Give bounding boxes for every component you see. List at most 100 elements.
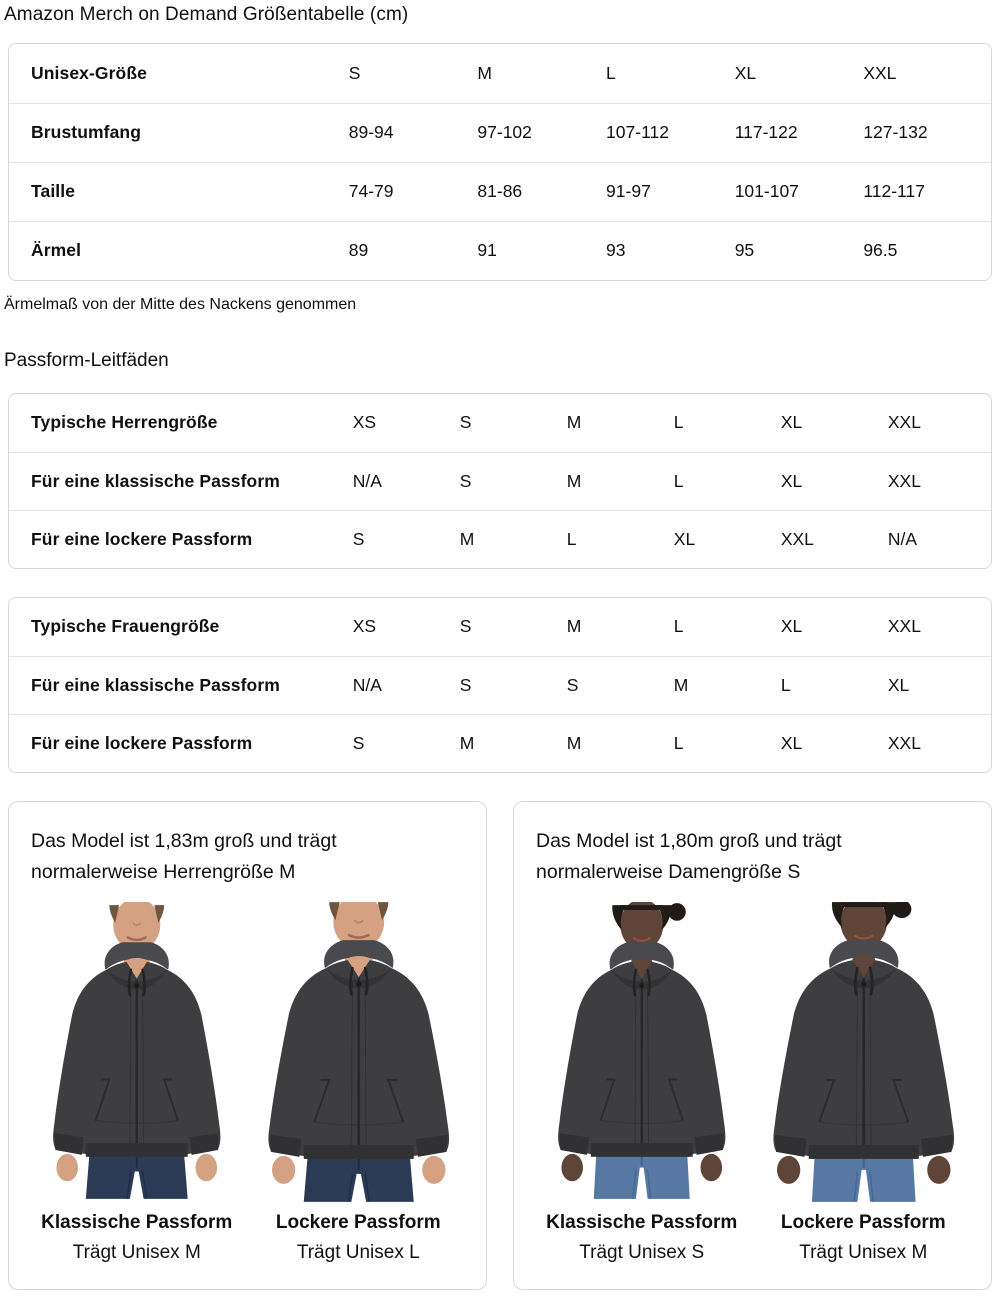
female-classic-fit-photo (534, 902, 750, 1202)
size-value: XS (352, 412, 377, 433)
size-value: M (459, 713, 567, 772)
female-loose-fit-photo (756, 902, 972, 1202)
size-value: 81-86 (477, 161, 607, 221)
size-value: S (459, 616, 472, 637)
row-label: Für eine lockere Passform (9, 713, 353, 772)
row-label: Taille (9, 161, 349, 221)
table-row: Für eine lockere Passform S M L XL XXL N… (9, 509, 991, 568)
table-row: Für eine klassische Passform N/A S S M L… (9, 655, 991, 714)
fit-guides-heading: Passform-Leitfäden (4, 350, 169, 371)
female-model-description: Das Model ist 1,80m groß und trägt norma… (536, 830, 842, 883)
size-value: XXL (863, 62, 897, 83)
table-row: Typische Frauengröße XS S M L XL XXL (9, 598, 991, 656)
size-value: XL (780, 412, 803, 433)
male-classic-figure: Klassische Passform Trägt Unisex M (29, 902, 245, 1264)
size-value: XL (673, 509, 781, 568)
row-label: Typische Herrengröße (31, 412, 218, 433)
size-worn-label: Trägt Unisex M (799, 1242, 928, 1263)
female-figures: Klassische Passform Trägt Unisex S Locke… (534, 902, 971, 1264)
unisex-size-table-card: Unisex-Größe S M L XL XXL Brustumfang 89… (8, 43, 992, 281)
size-value: M (477, 62, 492, 83)
mens-fit-table-card: Typische Herrengröße XS S M L XL XXL Für… (8, 393, 992, 569)
size-value: 96.5 (863, 220, 991, 280)
size-worn-label: Trägt Unisex M (72, 1242, 201, 1263)
female-classic-figure: Klassische Passform Trägt Unisex S (534, 902, 750, 1264)
size-value: S (352, 509, 460, 568)
size-value: 89 (348, 220, 478, 280)
womens-fit-table: Typische Frauengröße XS S M L XL XXL Für… (9, 598, 991, 772)
row-label: Typische Frauengröße (31, 616, 220, 637)
table-row: Brustumfang 89-94 97-102 107-112 117-122… (9, 102, 991, 162)
table-row: Ärmel 89 91 93 95 96.5 (9, 220, 991, 280)
size-value: L (566, 509, 674, 568)
unisex-size-table: Unisex-Größe S M L XL XXL Brustumfang 89… (9, 44, 991, 280)
size-value: 95 (734, 220, 864, 280)
size-value: XXL (887, 412, 921, 433)
sleeve-measure-note: Ärmelmaß von der Mitte des Nackens genom… (4, 296, 357, 313)
row-label: Unisex-Größe (31, 62, 147, 83)
size-value: XL (780, 616, 803, 637)
page-title: Amazon Merch on Demand Größentabelle (cm… (4, 4, 409, 25)
size-value: 91-97 (606, 161, 735, 221)
size-value: L (673, 616, 684, 637)
size-value: 74-79 (348, 161, 478, 221)
row-label: Brustumfang (9, 102, 349, 162)
size-value: M (566, 713, 674, 772)
size-value: L (606, 62, 616, 83)
table-row: Taille 74-79 81-86 91-97 101-107 112-117 (9, 161, 991, 221)
size-value: N/A (352, 451, 460, 510)
size-value: XS (352, 616, 377, 637)
male-classic-fit-photo (29, 902, 245, 1202)
male-loose-figure: Lockere Passform Trägt Unisex L (251, 902, 467, 1264)
size-value: S (566, 655, 674, 714)
row-label: Ärmel (9, 220, 349, 280)
size-value: XXL (780, 509, 888, 568)
male-model-description: Das Model ist 1,83m groß und trägt norma… (31, 830, 337, 883)
size-value: XXL (887, 616, 921, 637)
size-value: S (459, 412, 472, 433)
size-value: XL (780, 713, 888, 772)
size-value: 107-112 (606, 102, 735, 162)
fit-label: Klassische Passform (546, 1212, 738, 1233)
size-value: L (673, 713, 781, 772)
size-value: M (459, 509, 567, 568)
size-value: L (673, 412, 684, 433)
row-label: Für eine klassische Passform (9, 451, 353, 510)
size-worn-label: Trägt Unisex S (579, 1242, 705, 1263)
row-label: Für eine lockere Passform (9, 509, 353, 568)
size-worn-label: Trägt Unisex L (296, 1242, 420, 1263)
male-model-card: Das Model ist 1,83m groß und trägt norma… (8, 801, 487, 1290)
female-loose-figure: Lockere Passform Trägt Unisex M (756, 902, 972, 1264)
size-value: XXL (887, 451, 991, 510)
size-value: 117-122 (734, 102, 864, 162)
size-value: 93 (606, 220, 735, 280)
size-value: 97-102 (477, 102, 607, 162)
size-value: L (780, 655, 888, 714)
size-value: S (459, 655, 567, 714)
table-row: Unisex-Größe S M L XL XXL (9, 44, 991, 103)
size-value: N/A (352, 655, 460, 714)
table-row: Für eine klassische Passform N/A S M L X… (9, 451, 991, 510)
size-value: XL (734, 62, 757, 83)
mens-fit-table: Typische Herrengröße XS S M L XL XXL Für… (9, 394, 991, 568)
size-value: XXL (887, 713, 991, 772)
size-value: M (673, 655, 781, 714)
womens-fit-table-card: Typische Frauengröße XS S M L XL XXL Für… (8, 597, 992, 773)
size-value: S (348, 62, 361, 83)
size-value: M (566, 451, 674, 510)
size-value: S (459, 451, 567, 510)
female-model-card: Das Model ist 1,80m groß und trägt norma… (513, 801, 992, 1290)
table-row: Für eine lockere Passform S M M L XL XXL (9, 713, 991, 772)
size-value: 91 (477, 220, 607, 280)
male-figures: Klassische Passform Trägt Unisex M Locke… (29, 902, 466, 1264)
size-value: XL (780, 451, 888, 510)
row-label: Für eine klassische Passform (9, 655, 353, 714)
size-value: M (566, 412, 582, 433)
fit-label: Lockere Passform (780, 1212, 946, 1233)
fit-label: Klassische Passform (41, 1212, 233, 1233)
size-value: 101-107 (734, 161, 864, 221)
size-value: S (352, 713, 460, 772)
size-value: 127-132 (863, 102, 991, 162)
size-value: XL (887, 655, 991, 714)
